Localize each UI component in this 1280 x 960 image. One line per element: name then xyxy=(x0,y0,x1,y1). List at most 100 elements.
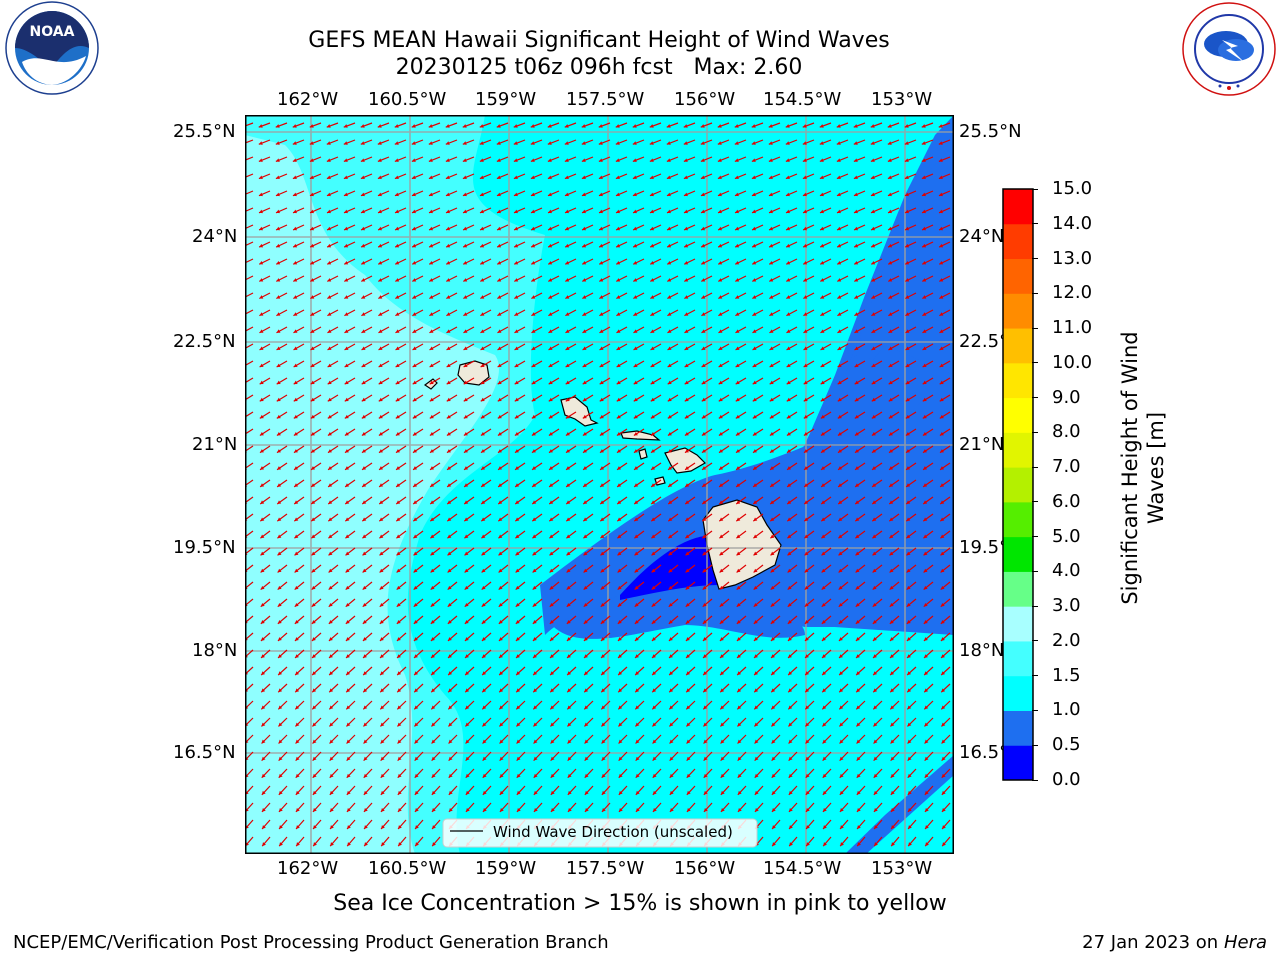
wind-arrow xyxy=(836,258,849,265)
wind-arrow xyxy=(667,377,679,385)
wind-arrow xyxy=(904,207,917,214)
wind-arrow xyxy=(889,632,900,642)
wind-arrow xyxy=(752,445,764,454)
wind-arrow xyxy=(854,479,866,488)
wind-arrow xyxy=(360,258,373,265)
wind-arrow xyxy=(820,411,832,419)
wind-arrow xyxy=(550,734,560,744)
wind-arrow xyxy=(700,224,713,231)
wind-arrow xyxy=(447,581,458,591)
wind-arrow xyxy=(718,343,730,351)
wind-arrow xyxy=(379,632,390,642)
wind-arrow xyxy=(581,139,594,145)
wind-arrow xyxy=(787,564,798,573)
wind-arrow xyxy=(428,258,441,265)
sea-band-0-5-to-1 xyxy=(620,535,720,600)
wind-arrow xyxy=(548,479,560,488)
wind-arrow xyxy=(530,258,543,265)
colorbar-segment xyxy=(1003,432,1033,468)
wind-arrow xyxy=(890,802,900,813)
wind-arrow xyxy=(720,751,730,762)
wind-arrow xyxy=(430,547,441,556)
wind-arrow xyxy=(516,751,526,762)
wind-arrow xyxy=(260,581,271,591)
wind-arrow xyxy=(327,445,339,454)
wind-arrow xyxy=(380,836,390,847)
wind-arrow xyxy=(887,139,900,145)
wind-arrow xyxy=(940,649,951,659)
wind-arrow xyxy=(295,802,305,813)
wind-arrow xyxy=(445,190,458,197)
wind-arrow xyxy=(395,428,407,436)
wind-arrow xyxy=(939,326,951,334)
wind-arrow xyxy=(718,360,730,368)
wind-arrow xyxy=(650,326,662,334)
wind-arrow xyxy=(802,224,815,231)
wind-arrow xyxy=(480,445,492,454)
wind-arrow xyxy=(480,496,492,505)
wind-arrow xyxy=(802,275,815,282)
wind-arrow xyxy=(310,360,322,368)
wind-arrow xyxy=(940,666,951,676)
wind-arrow xyxy=(430,564,441,573)
wind-arrow xyxy=(686,768,696,779)
wind-arrow xyxy=(685,683,696,693)
wind-arrow xyxy=(786,462,798,471)
wind-arrow xyxy=(651,598,662,608)
wind-arrow xyxy=(311,581,322,591)
wind-arrow xyxy=(888,445,900,454)
wind-arrow xyxy=(567,802,577,813)
wind-arrow xyxy=(632,139,645,145)
wind-arrow xyxy=(941,717,951,727)
wind-arrow xyxy=(413,581,424,591)
wind-arrow xyxy=(293,513,305,522)
wind-arrow xyxy=(482,734,492,744)
wind-arrow xyxy=(430,700,441,710)
wind-arrow xyxy=(533,768,543,779)
wind-arrow xyxy=(701,309,713,317)
wind-arrow xyxy=(394,258,407,265)
wind-arrow xyxy=(516,768,526,779)
wind-arrow xyxy=(737,717,747,727)
wind-arrow xyxy=(888,377,900,385)
wind-arrow xyxy=(260,632,271,642)
wind-arrow xyxy=(871,309,883,317)
wind-arrow xyxy=(379,700,390,710)
wind-arrow xyxy=(462,275,475,282)
wind-arrow xyxy=(394,139,407,145)
wind-arrow xyxy=(836,224,849,231)
wind-arrow xyxy=(413,564,424,573)
wind-arrow xyxy=(344,462,356,471)
wind-arrow xyxy=(532,700,543,710)
wind-arrow xyxy=(769,513,781,522)
wind-arrow xyxy=(805,768,815,779)
wind-arrow xyxy=(615,275,628,282)
wind-arrow xyxy=(547,190,560,197)
wind-arrow xyxy=(259,360,271,368)
wind-arrow xyxy=(600,649,611,659)
wind-arrow xyxy=(362,666,373,676)
wind-arrow xyxy=(787,615,798,625)
wind-arrow xyxy=(938,190,951,197)
wind-arrow xyxy=(429,445,441,454)
wind-arrow xyxy=(482,802,492,813)
wind-arrow xyxy=(617,700,628,710)
wind-arrow xyxy=(294,615,305,625)
wind-arrow xyxy=(566,547,577,556)
wind-arrow xyxy=(412,513,424,522)
wind-arrow xyxy=(259,513,271,522)
map-title-line2: 20230125 t06z 096h fcst Max: 2.60 xyxy=(395,55,803,80)
wind-arrow xyxy=(259,428,271,436)
wind-arrow xyxy=(278,751,288,762)
wind-arrow xyxy=(921,190,934,197)
wind-arrow xyxy=(820,292,832,300)
wind-arrow xyxy=(260,649,271,659)
wind-arrow xyxy=(395,394,407,402)
wind-arrow xyxy=(395,360,407,368)
wind-arrow xyxy=(530,275,543,282)
wind-arrow xyxy=(515,683,526,693)
wind-arrow xyxy=(803,428,815,436)
wind-arrow xyxy=(496,241,509,248)
wind-arrow xyxy=(360,241,373,248)
wind-arrow xyxy=(703,734,713,744)
